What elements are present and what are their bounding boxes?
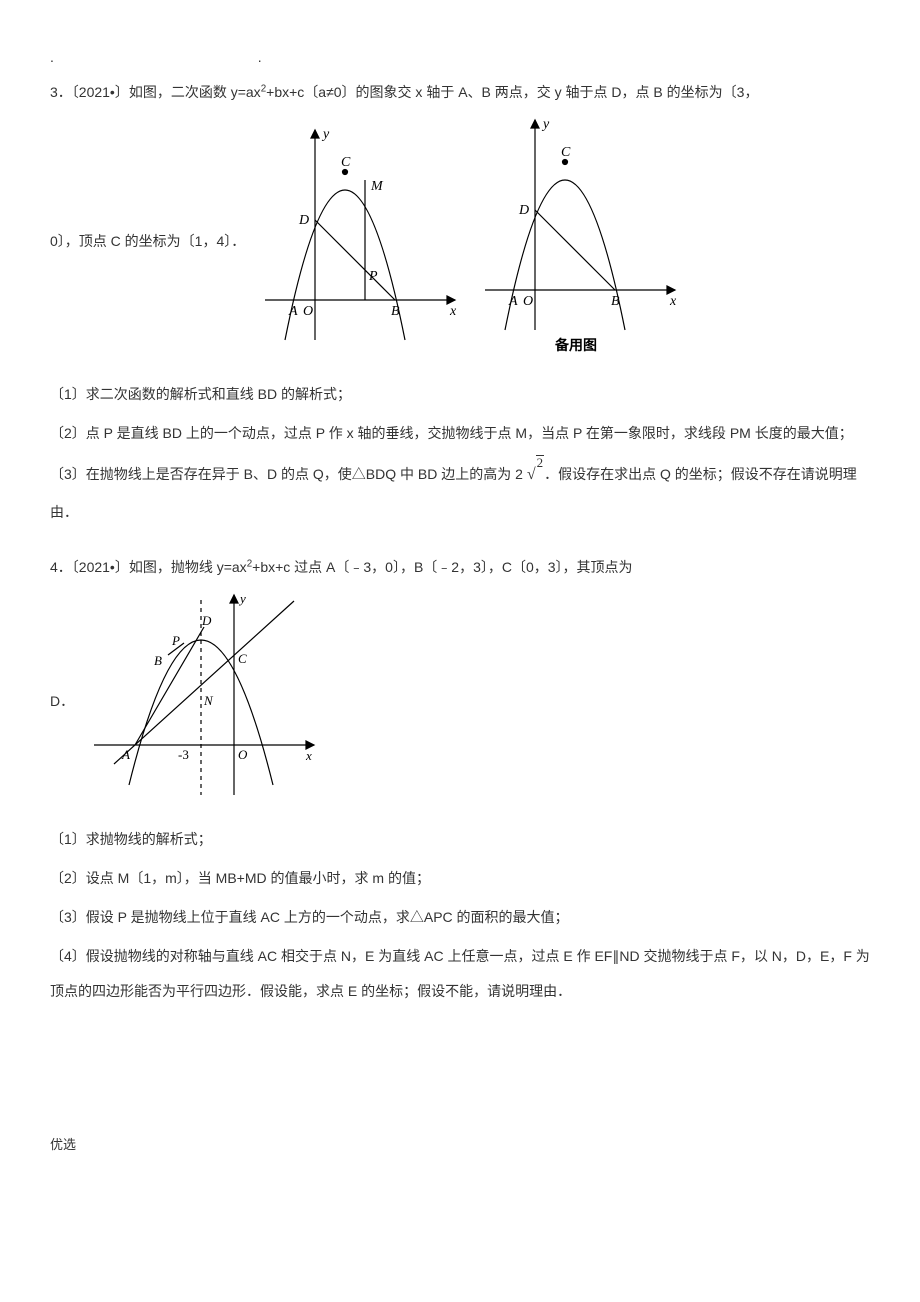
p4-q1: 〔1〕求抛物线的解析式； bbox=[50, 822, 870, 857]
problem-3-row-with-figures: 0〕，顶点 C 的坐标为〔1，4〕． bbox=[50, 110, 870, 373]
svg-text:-3: -3 bbox=[178, 747, 189, 762]
svg-text:D: D bbox=[298, 213, 309, 228]
svg-text:y: y bbox=[238, 591, 246, 606]
svg-text:D: D bbox=[201, 613, 212, 628]
p3-text-3: 0〕，顶点 C 的坐标为〔1，4〕． bbox=[50, 224, 245, 259]
p4-q3: 〔3〕假设 P 是抛物线上位于直线 AC 上方的一个动点，求△APC 的面积的最… bbox=[50, 900, 870, 935]
p4-q2: 〔2〕设点 M〔1，m〕，当 MB+MD 的值最小时，求 m 的值； bbox=[50, 861, 870, 896]
problem-4-stem-line1: 4．〔2021•〕如图，抛物线 y=ax2+bx+c 过点 A〔﹣3，0〕，B〔… bbox=[50, 550, 870, 585]
p3-q3-pre: 〔3〕在抛物线上是否存在异于 B、D 的点 Q，使△BDQ 中 BD 边上的高为… bbox=[50, 466, 527, 482]
sqrt-icon: √2 bbox=[527, 455, 544, 495]
svg-text:D: D bbox=[518, 203, 529, 218]
svg-text:M: M bbox=[370, 179, 384, 194]
p3-q3: 〔3〕在抛物线上是否存在异于 B、D 的点 Q，使△BDQ 中 BD 边上的高为… bbox=[50, 455, 870, 530]
p3-text-2: +bx+c〔a≠0〕的图象交 x 轴于 A、B 两点，交 y 轴于点 D，点 B… bbox=[266, 84, 758, 100]
svg-text:A: A bbox=[288, 304, 298, 319]
svg-text:x: x bbox=[305, 748, 312, 763]
p4-figure: y x A O B C D P N -3 bbox=[84, 585, 324, 818]
svg-text:N: N bbox=[203, 693, 214, 708]
problem-3-stem-line1: 3．〔2021•〕如图，二次函数 y=ax2+bx+c〔a≠0〕的图象交 x 轴… bbox=[50, 75, 870, 110]
svg-text:P: P bbox=[368, 269, 378, 284]
problem-3: 3．〔2021•〕如图，二次函数 y=ax2+bx+c〔a≠0〕的图象交 x 轴… bbox=[50, 75, 870, 530]
svg-text:x: x bbox=[449, 304, 457, 319]
p4-text-1: 4．〔2021•〕如图，抛物线 y=ax bbox=[50, 559, 247, 575]
p3-figure-1: y x A O B C D M P bbox=[255, 120, 465, 363]
svg-text:x: x bbox=[669, 294, 677, 309]
svg-text:A: A bbox=[121, 747, 130, 762]
svg-text:O: O bbox=[303, 304, 313, 319]
svg-text:P: P bbox=[171, 633, 180, 648]
svg-text:B: B bbox=[391, 304, 400, 319]
p4-text-3: D． bbox=[50, 684, 74, 719]
p4-q4: 〔4〕假设抛物线的对称轴与直线 AC 相交于点 N，E 为直线 AC 上任意一点… bbox=[50, 939, 870, 1009]
problem-4: 4．〔2021•〕如图，抛物线 y=ax2+bx+c 过点 A〔﹣3，0〕，B〔… bbox=[50, 550, 870, 1009]
svg-text:C: C bbox=[561, 145, 571, 160]
p3-text-1: 3．〔2021•〕如图，二次函数 y=ax bbox=[50, 84, 261, 100]
svg-text:C: C bbox=[341, 155, 351, 170]
svg-text:A: A bbox=[508, 294, 518, 309]
problem-4-row-with-figure: D． bbox=[50, 585, 870, 818]
svg-text:C: C bbox=[238, 651, 247, 666]
svg-text:y: y bbox=[541, 117, 550, 132]
svg-text:O: O bbox=[523, 294, 533, 309]
svg-text:B: B bbox=[154, 653, 162, 668]
page-footer: 优选 bbox=[50, 1129, 870, 1162]
svg-text:O: O bbox=[238, 747, 248, 762]
p3-q2: 〔2〕点 P 是直线 BD 上的一个动点，过点 P 作 x 轴的垂线，交抛物线于… bbox=[50, 416, 870, 451]
p3-figure-2: y x A O B C D 备用图 bbox=[475, 110, 685, 373]
svg-text:备用图: 备用图 bbox=[554, 337, 597, 353]
svg-text:y: y bbox=[321, 127, 330, 142]
p4-text-2: +bx+c 过点 A〔﹣3，0〕，B〔﹣2，3〕，C〔0，3〕，其顶点为 bbox=[252, 559, 632, 575]
page-corner-marks: . . bbox=[50, 40, 870, 75]
svg-text:B: B bbox=[611, 294, 620, 309]
p3-q1: 〔1〕求二次函数的解析式和直线 BD 的解析式； bbox=[50, 377, 870, 412]
